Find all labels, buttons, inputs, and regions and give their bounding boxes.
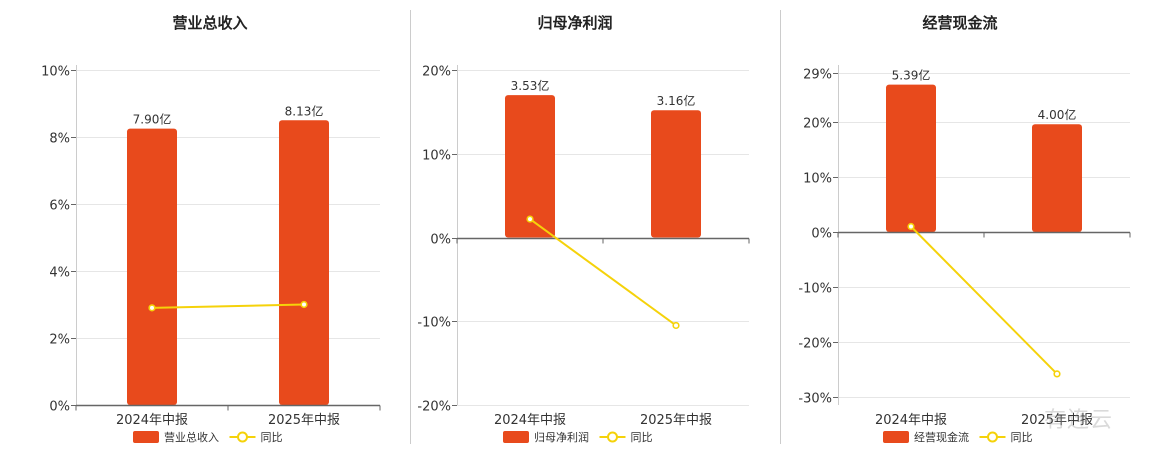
bar — [127, 128, 177, 405]
line-point — [526, 215, 534, 223]
y-tick-label: 0% — [49, 400, 70, 415]
bar-data-label: 3.53亿 — [511, 78, 550, 93]
chart-title: 营业总收入 — [172, 14, 247, 32]
line-point — [672, 321, 680, 330]
legend-label: 同比 — [1011, 431, 1033, 444]
legend-swatch-marker — [607, 431, 618, 443]
line-point — [907, 222, 915, 231]
x-tick-label: 2025年中报 — [640, 413, 712, 428]
y-tick-label: 29% — [803, 68, 832, 83]
x-tick-label: 2024年中报 — [875, 413, 947, 428]
bar — [651, 110, 701, 238]
bar-data-label: 8.13亿 — [285, 103, 324, 118]
x-tick-label: 2024年中报 — [494, 413, 566, 428]
y-tick-label: 4% — [49, 266, 70, 281]
y-tick-label: 20% — [422, 65, 451, 80]
legend-swatch-marker — [987, 431, 998, 443]
y-tick-label: 0% — [811, 227, 832, 242]
legend-label: 经营现金流 — [914, 430, 969, 444]
y-tick-label: 6% — [49, 199, 70, 214]
bar-data-label: 4.00亿 — [1038, 107, 1077, 122]
y-tick-label: 10% — [803, 172, 832, 187]
y-tick-label: -10% — [417, 316, 451, 331]
line-series-path — [910, 225, 1058, 375]
bar-data-label: 5.39亿 — [892, 68, 931, 83]
y-tick-label: 2% — [49, 333, 70, 348]
y-tick-label: -20% — [417, 400, 451, 415]
y-tick-label: 0% — [430, 233, 451, 248]
x-tick-label: 2025年中报 — [268, 413, 340, 428]
watermark-text: 有连云 — [1044, 408, 1114, 433]
legend-label: 营业总收入 — [164, 430, 219, 444]
legend-swatch-bar — [133, 431, 159, 443]
y-tick-label: 8% — [49, 132, 70, 147]
bar — [505, 95, 555, 238]
chart-title: 归母净利润 — [537, 14, 612, 32]
legend-swatch-bar — [883, 431, 909, 443]
bar — [886, 84, 936, 232]
chart-title: 经营现金流 — [922, 14, 997, 32]
y-tick-label: -10% — [798, 282, 832, 297]
legend-label: 归母净利润 — [534, 430, 589, 444]
bar — [279, 120, 329, 405]
line-point — [300, 300, 308, 309]
y-tick-label: 10% — [41, 65, 70, 80]
legend-label: 同比 — [261, 431, 283, 444]
y-tick-label: -30% — [798, 392, 832, 407]
legend-label: 同比 — [631, 431, 653, 444]
y-tick-label: -20% — [798, 337, 832, 352]
line-series-path — [151, 303, 305, 309]
y-tick-label: 20% — [803, 117, 832, 132]
legend-swatch-bar — [503, 431, 529, 443]
line-point — [148, 304, 156, 312]
bar-data-label: 7.90亿 — [133, 112, 172, 127]
bar — [1032, 124, 1082, 232]
x-tick-label: 2024年中报 — [116, 413, 188, 428]
line-series-path — [529, 218, 677, 327]
x-tick-label: 2025年中报 — [1021, 413, 1093, 428]
legend-swatch-marker — [237, 431, 248, 443]
y-tick-label: 10% — [422, 149, 451, 164]
bar-data-label: 3.16亿 — [657, 93, 696, 108]
line-point — [1053, 370, 1061, 378]
